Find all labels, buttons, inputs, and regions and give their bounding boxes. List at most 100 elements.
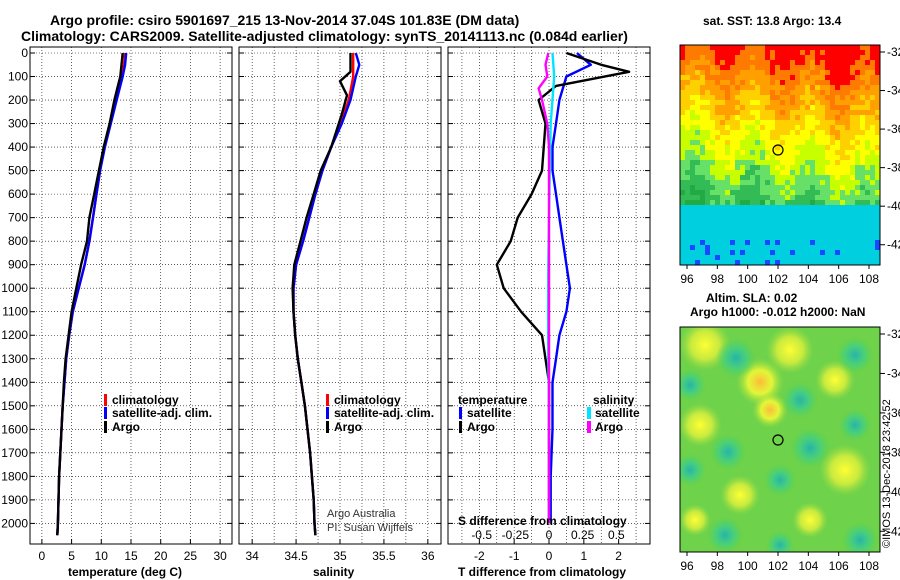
lon-tick-label: 100 [738, 559, 758, 573]
sst-cell [810, 195, 815, 200]
lat-tick-label: -34 [887, 84, 900, 98]
sst-cell [785, 80, 790, 85]
sst-cell [845, 165, 850, 170]
sst-cell [745, 170, 750, 175]
sst-cell [685, 70, 690, 75]
sst-cell [770, 235, 775, 240]
sst-cell [760, 165, 765, 170]
sst-cell [825, 130, 830, 135]
sst-cell [750, 125, 755, 130]
depth-tick-label: 300 [8, 117, 28, 131]
sst-cell [795, 225, 800, 230]
sst-cell [735, 195, 740, 200]
sst-cell [735, 125, 740, 130]
sst-cell [700, 165, 705, 170]
sst-cell [685, 75, 690, 80]
sst-cell [765, 185, 770, 190]
sst-cell [745, 165, 750, 170]
sst-cell [740, 210, 745, 215]
sst-cell [825, 155, 830, 160]
sst-cell [800, 85, 805, 90]
x-tick-label: 15 [124, 549, 138, 563]
sst-cell [825, 220, 830, 225]
sst-cell [725, 135, 730, 140]
legend-swatch-climatology [326, 394, 329, 406]
sst-cell [745, 200, 750, 205]
sst-cell [705, 210, 710, 215]
sst-cell [720, 205, 725, 210]
sst-cell [830, 60, 835, 65]
sst-cell [855, 100, 860, 105]
sst-cell [715, 70, 720, 75]
sst-cell [875, 160, 880, 165]
sst-cell [770, 150, 775, 155]
sst-cell [730, 70, 735, 75]
sst-cell [700, 225, 705, 230]
sst-cell [760, 85, 765, 90]
sst-cell [740, 60, 745, 65]
sst-cell [680, 95, 685, 100]
sst-cell [835, 220, 840, 225]
sst-cell [805, 235, 810, 240]
sst-cell [760, 235, 765, 240]
sst-cell [795, 245, 800, 250]
sst-cell [770, 50, 775, 55]
sst-cell [740, 105, 745, 110]
sst-cell [810, 110, 815, 115]
sst-cell [680, 55, 685, 60]
sst-cell [840, 145, 845, 150]
sst-cell [795, 205, 800, 210]
sst-cell [710, 200, 715, 205]
sst-cell [875, 105, 880, 110]
sst-cell [725, 180, 730, 185]
sst-cell [795, 120, 800, 125]
sst-cell [875, 100, 880, 105]
sst-cell [775, 245, 780, 250]
sst-cell [685, 255, 690, 260]
sst-cell [715, 185, 720, 190]
sst-cell [695, 110, 700, 115]
sst-cell [730, 160, 735, 165]
sst-cell [720, 140, 725, 145]
sst-cell [735, 260, 740, 265]
s-tick-label: -0.25 [502, 528, 530, 542]
sst-cell [800, 245, 805, 250]
sst-cell [790, 130, 795, 135]
x-tick-label: 0 [39, 549, 46, 563]
sst-cell [690, 90, 695, 95]
sst-cell [765, 105, 770, 110]
sst-cell [785, 225, 790, 230]
sst-cell [705, 240, 710, 245]
sst-cell [805, 200, 810, 205]
sst-cell [860, 260, 865, 265]
sst-cell [825, 195, 830, 200]
sst-cell [775, 80, 780, 85]
sst-cell [830, 260, 835, 265]
sst-cell [745, 110, 750, 115]
sst-cell [765, 70, 770, 75]
sst-cell [765, 210, 770, 215]
sst-cell [705, 65, 710, 70]
sst-cell [860, 105, 865, 110]
sst-cell [685, 165, 690, 170]
sst-cell [745, 185, 750, 190]
sst-cell [790, 85, 795, 90]
sst-cell [855, 250, 860, 255]
sst-cell [705, 250, 710, 255]
sst-cell [845, 75, 850, 80]
sst-cell [750, 255, 755, 260]
sst-cell [805, 245, 810, 250]
sst-cell [740, 170, 745, 175]
sst-cell [685, 215, 690, 220]
sst-cell [795, 260, 800, 265]
sst-cell [680, 210, 685, 215]
sst-cell [765, 225, 770, 230]
sst-cell [825, 75, 830, 80]
sst-cell [740, 260, 745, 265]
sst-cell [785, 205, 790, 210]
sst-cell [765, 90, 770, 95]
sst-cell [820, 155, 825, 160]
sst-cell [700, 75, 705, 80]
sst-cell [725, 195, 730, 200]
sst-cell [770, 255, 775, 260]
